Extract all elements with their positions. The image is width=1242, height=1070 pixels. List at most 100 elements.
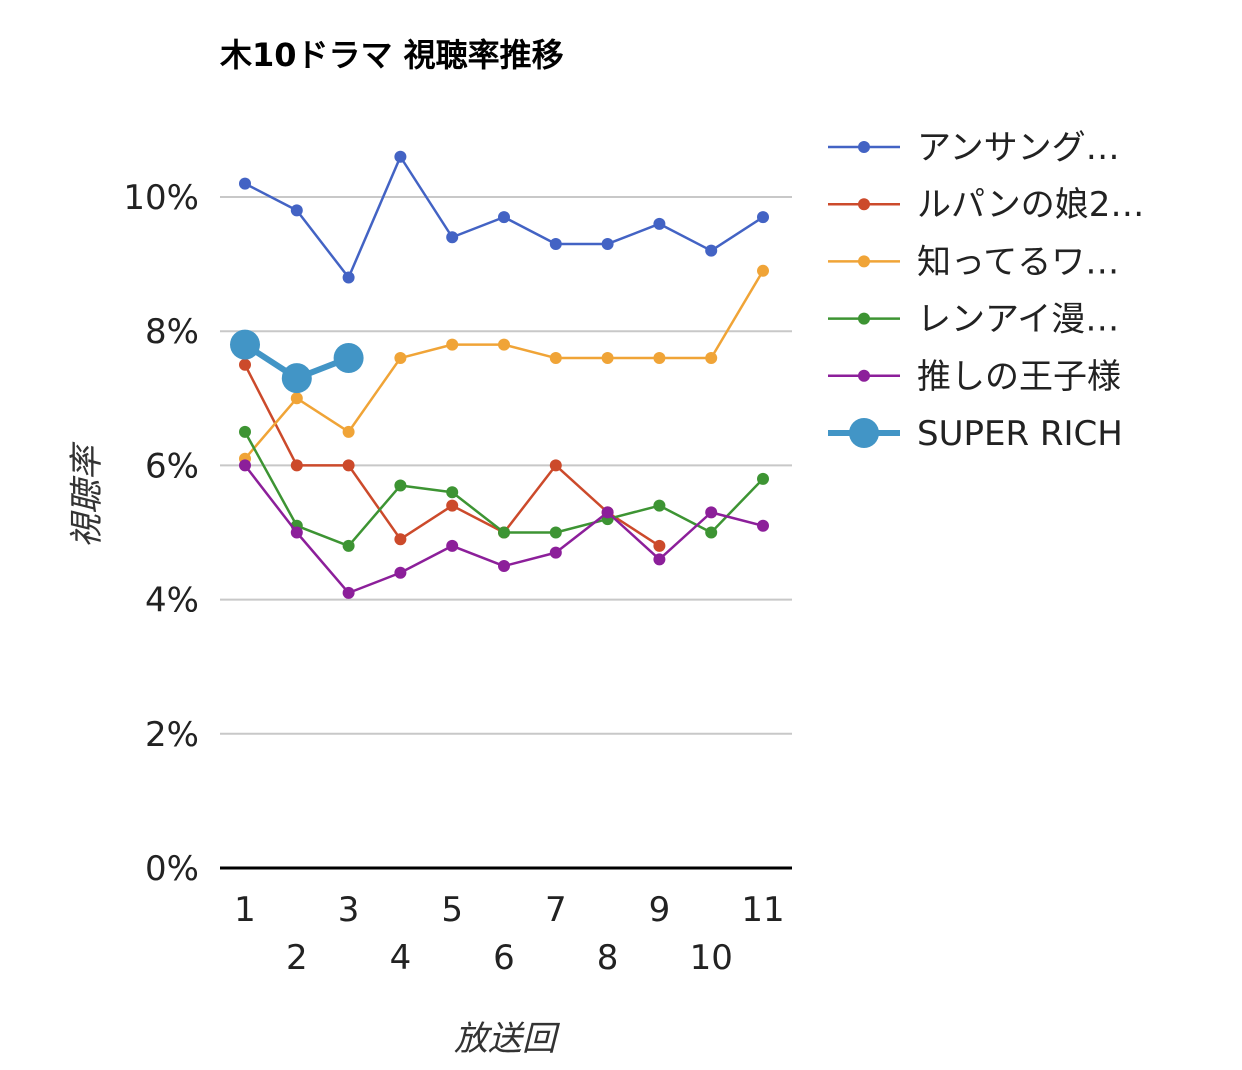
data-point [498, 560, 510, 573]
data-point [549, 526, 562, 539]
data-point [601, 506, 614, 519]
data-point [757, 472, 769, 485]
data-point [239, 425, 251, 438]
x-tick-label: 5 [441, 890, 463, 930]
data-point [705, 244, 718, 257]
legend-item: ルパンの娘2… [828, 185, 1144, 225]
data-point [705, 526, 718, 539]
legend-item: SUPER RICH [828, 414, 1123, 454]
legend: アンサング… ルパンの娘2… 知ってるワ… レンアイ漫… 推しの王子様 SUPER RIC… [828, 128, 1144, 454]
legend-item: 推しの王子様 [828, 357, 1121, 397]
y-tick-label: 8% [145, 312, 199, 352]
data-point [549, 352, 562, 365]
data-point [281, 363, 312, 394]
y-tick-label: 2% [145, 715, 199, 755]
data-point [705, 352, 718, 365]
y-tick-label: 10% [123, 178, 199, 218]
legend-label: 推しの王子様 [917, 357, 1121, 397]
data-point [394, 479, 407, 492]
legend-label: SUPER RICH [917, 414, 1123, 454]
data-point [342, 586, 355, 599]
y-axis-title: 視聴率 [67, 441, 107, 548]
x-tick-label: 1 [234, 890, 256, 930]
legend-swatch-marker [858, 312, 870, 325]
data-point [290, 204, 303, 217]
legend-swatch-marker [858, 255, 870, 268]
series [239, 264, 769, 465]
y-tick-label: 4% [145, 581, 199, 621]
data-point [446, 338, 459, 351]
data-point [239, 358, 251, 371]
x-tick-label: 7 [545, 890, 567, 930]
legend-swatch-marker [858, 141, 870, 153]
data-point [498, 338, 510, 351]
data-point [653, 217, 666, 230]
data-point [342, 539, 355, 552]
x-tick-label: 4 [390, 938, 412, 978]
y-tick-label: 0% [145, 849, 199, 889]
data-point [705, 506, 718, 519]
data-point [394, 533, 407, 546]
data-point [342, 459, 355, 472]
legend-swatch-marker [858, 198, 870, 211]
data-point [757, 211, 769, 224]
data-point [394, 150, 407, 163]
chart-title: 木10ドラマ 視聴率推移 [219, 36, 564, 74]
x-tick-label: 3 [338, 890, 360, 930]
legend-label: レンアイ漫… [917, 300, 1119, 340]
data-point [394, 352, 407, 365]
x-tick-label: 9 [649, 890, 671, 930]
data-point [549, 546, 562, 559]
x-tick-label: 2 [286, 938, 308, 978]
legend-label: ルパンの娘2… [917, 185, 1144, 225]
x-axis-title: 放送回 [454, 1019, 561, 1059]
data-point [601, 352, 614, 365]
data-point [230, 329, 260, 360]
data-point [333, 343, 364, 374]
x-tick-label: 8 [597, 938, 619, 978]
data-point [290, 392, 303, 405]
legend-label: アンサング… [917, 128, 1120, 168]
y-axis-ticks: 0% 2% 4% 6% 8% 10% [123, 178, 199, 889]
data-point [653, 539, 666, 552]
data-point [290, 526, 303, 539]
series [239, 459, 769, 599]
data-point [290, 459, 303, 472]
legend-swatch-marker [858, 369, 870, 382]
data-point [653, 553, 666, 566]
x-tick-label: 11 [741, 890, 784, 930]
data-point [653, 352, 666, 365]
data-point [498, 526, 510, 539]
data-point [549, 459, 562, 472]
x-tick-label: 10 [690, 938, 733, 978]
x-tick-label: 6 [493, 938, 515, 978]
data-point [239, 459, 251, 472]
data-point [446, 539, 459, 552]
data-point [757, 519, 769, 532]
series [230, 329, 364, 394]
series [239, 150, 769, 284]
series-layer [230, 150, 769, 599]
data-point [653, 499, 666, 512]
legend-swatch-marker [849, 418, 879, 448]
legend-item: 知ってるワ… [828, 242, 1119, 282]
legend-item: レンアイ漫… [828, 300, 1119, 340]
legend-label: 知ってるワ… [917, 242, 1119, 282]
legend-item: アンサング… [828, 128, 1120, 168]
data-point [342, 425, 355, 438]
data-point [394, 566, 407, 579]
data-point [446, 486, 459, 499]
data-point [446, 499, 459, 512]
data-point [757, 264, 769, 277]
data-point [446, 231, 459, 244]
series [239, 425, 769, 552]
data-point [239, 177, 251, 190]
data-point [601, 237, 614, 250]
data-point [342, 271, 355, 284]
data-point [498, 211, 510, 224]
y-tick-label: 6% [145, 446, 199, 486]
data-point [549, 237, 562, 250]
